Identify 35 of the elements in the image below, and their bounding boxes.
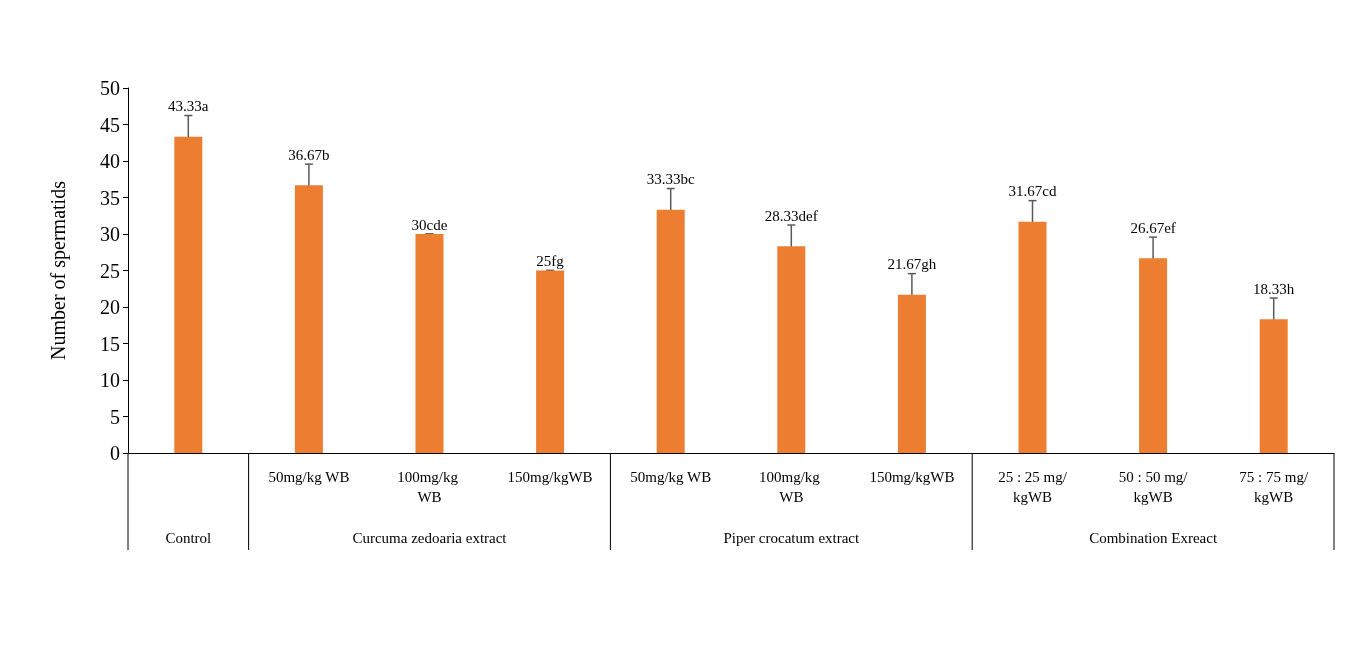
y-tick-label: 45 [100, 113, 120, 136]
y-tick-label: 20 [100, 296, 120, 318]
y-tick-label: 30 [100, 223, 120, 245]
data-label: 43.33a [168, 98, 209, 115]
y-tick-label: 5 [110, 405, 120, 428]
x-tick-label: 50mg/kg WB [268, 469, 350, 485]
x-tick-label: 25 : 25 mg/kgWB [998, 469, 1068, 505]
data-label: 25fg [536, 253, 565, 269]
y-tick-label: 40 [100, 150, 120, 172]
data-label: 36.67b [288, 146, 330, 163]
data-label: 18.33h [1253, 280, 1295, 297]
x-tick-label: 150mg/kgWB [507, 469, 593, 485]
text: Curcuma zedoaria extract [352, 530, 508, 546]
data-label: 21.67gh [887, 256, 937, 273]
data-label: 28.33def [764, 207, 818, 224]
data-label: 31.67cd [1008, 183, 1057, 200]
x-tick-label: 50 : 50 mg/kgWB [1118, 469, 1189, 505]
x-tick-label: 100mg/kg WB [397, 469, 462, 505]
text: Control [165, 530, 212, 546]
y-tick-label: 10 [100, 369, 120, 391]
y-tick-label: 50 [100, 77, 120, 99]
y-axis-title: Number of spermatids [47, 180, 70, 360]
text: Piper crocatum extract [723, 530, 861, 546]
data-label: 33.33bc [646, 171, 695, 188]
y-tick-label: 15 [100, 332, 120, 355]
y-tick-label: 0 [110, 442, 120, 464]
x-tick-label: 75 : 75 mg/kgWB [1239, 469, 1309, 505]
text: Combination Exreact [1089, 530, 1218, 546]
y-tick-label: 35 [100, 186, 120, 209]
y-tick-label: 25 [100, 259, 120, 282]
x-tick-label: 50mg/kg WB [630, 469, 712, 485]
x-tick-label: 100mg/kg WB [759, 469, 824, 505]
data-label: 30cde [411, 216, 448, 233]
x-tick-label: 150mg/kgWB [869, 469, 955, 485]
data-label: 26.67ef [1130, 219, 1176, 236]
